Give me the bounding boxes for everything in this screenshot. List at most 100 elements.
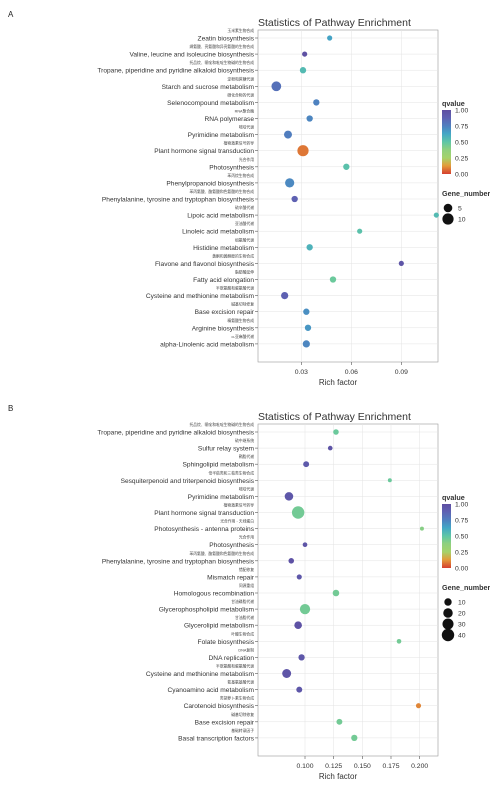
plot-area: [257, 423, 439, 757]
size-legend-title: Gene_number: [442, 583, 490, 592]
pathway-label-cn: 同源重组: [239, 583, 254, 588]
pathway-label: Phenylalanine, tyrosine and tryptophan b…: [102, 558, 255, 565]
pathway-label: Basal transcription factors: [178, 735, 255, 742]
x-tick-label: 0.200: [411, 763, 428, 770]
data-point: [327, 445, 333, 451]
size-legend-dot: [443, 608, 453, 618]
pathway-label: Cyanoamino acid metabolism: [168, 687, 255, 694]
data-point: [387, 478, 392, 483]
pathway-label: Selenocompound metabolism: [167, 100, 254, 107]
chart-panel-b: B Statistics of Pathway Enrichment 0.100 0.…: [8, 404, 490, 781]
pathway-label-cn: α-亚麻酸代谢: [232, 334, 255, 339]
data-point: [302, 542, 308, 548]
x-axis-label: Rich factor: [319, 378, 358, 387]
pathway-label: Histidine metabolism: [193, 245, 254, 252]
pathway-label-cn: 错配修复: [239, 567, 254, 572]
x-tick-label: 0.100: [296, 763, 313, 770]
pathway-label-cn: 精氨酸生物合成: [227, 318, 254, 323]
pathway-label: DNA replication: [209, 655, 255, 662]
pathway-label: Phenylalanine, tyrosine and tryptophan b…: [102, 197, 255, 204]
pathway-label-cn: 类胡萝卜素生物合成: [220, 696, 254, 701]
pathway-label-cn: 碱基切除修复: [231, 712, 254, 717]
data-point: [329, 276, 337, 283]
pathway-label-cn: 光合作用: [239, 535, 254, 540]
x-tick-label: 0.03: [295, 369, 308, 376]
data-point: [288, 558, 295, 564]
data-point: [291, 506, 305, 519]
pathway-label: Tropane, piperidine and pyridine alkaloi…: [97, 430, 254, 437]
pathway-label-cn: 半胱氨酸和蛋氨酸代谢: [216, 286, 254, 291]
chart-title: Statistics of Pathway Enrichment: [258, 17, 411, 29]
x-tick-label: 0.150: [354, 763, 371, 770]
data-point: [296, 686, 303, 693]
pathway-label-cn: 硫中继系统: [235, 438, 254, 443]
data-point: [271, 81, 282, 92]
pathway-label-cn: 植物激素信号转导: [224, 503, 255, 508]
size-legend-dot: [441, 628, 455, 642]
pathway-label: Sulfur relay system: [198, 446, 255, 453]
pathway-label-cn: 亚油酸代谢: [235, 221, 254, 226]
data-point: [282, 669, 292, 678]
color-legend-label: 0.50: [455, 140, 468, 147]
data-point: [285, 178, 295, 188]
panel-label: A: [8, 10, 14, 19]
size-legend-dot: [442, 618, 454, 630]
data-point: [291, 195, 298, 203]
pathway-label: Cysteine and methionine metabolism: [146, 293, 255, 300]
data-point: [284, 130, 292, 139]
pathway-label-cn: 托品烷、哌啶和吡啶生物碱的生物合成: [189, 422, 254, 427]
data-point: [294, 621, 302, 630]
pathway-label: Phenylpropanoid biosynthesis: [166, 180, 254, 187]
plot-area: [257, 29, 439, 363]
color-legend-label: 0.75: [455, 518, 468, 525]
panel-label: B: [8, 404, 13, 413]
data-point: [303, 461, 310, 468]
pathway-label: Valine, leucine and isoleucine biosynthe…: [129, 52, 254, 59]
data-point: [284, 492, 294, 501]
pathway-label: Photosynthesis - antenna proteins: [154, 526, 254, 533]
x-tick-label: 0.125: [325, 763, 342, 770]
data-point: [298, 654, 305, 661]
data-point: [343, 163, 350, 170]
color-legend-label: 0.25: [455, 156, 468, 163]
color-legend-label: 1.00: [455, 108, 468, 115]
pathway-label-cn: 苯丙烷生物合成: [227, 173, 254, 178]
data-point: [419, 526, 424, 531]
pathway-label: Arginine biosynthesis: [192, 325, 255, 332]
size-legend-dot: [444, 598, 452, 606]
pathway-label: Carotenoid biosynthesis: [184, 703, 255, 710]
pathway-label: Folate biosynthesis: [198, 639, 255, 646]
pathway-label: Sphingolipid metabolism: [183, 462, 255, 469]
pathway-label-cn: 嘧啶代谢: [239, 125, 254, 130]
size-legend-label: 10: [458, 217, 466, 224]
color-legend-label: 0.50: [455, 534, 468, 541]
pathway-label-cn: 黄酮和黄酮醇的生物合成: [212, 253, 254, 258]
pathway-label: Glycerophospholipid metabolism: [159, 607, 255, 614]
pathway-label: Plant hormone signal transduction: [154, 148, 254, 155]
data-point: [332, 589, 340, 597]
data-point: [304, 324, 312, 331]
x-tick-label: 0.175: [382, 763, 399, 770]
size-legend-label: 20: [458, 611, 466, 618]
size-legend-label: 30: [458, 622, 466, 629]
data-point: [327, 35, 333, 41]
x-tick-label: 0.06: [345, 369, 358, 376]
pathway-label: alpha-Linolenic acid metabolism: [160, 341, 254, 348]
pathway-label-cn: DNA复制: [238, 647, 254, 652]
pathway-label: Fatty acid elongation: [193, 277, 254, 284]
pathway-label-cn: 甘油磷脂代谢: [231, 599, 254, 604]
pathway-label: Pyrimidine metabolism: [188, 494, 255, 501]
data-point: [415, 703, 422, 709]
pathway-label-cn: 嘧啶代谢: [239, 486, 254, 491]
chart-panel-a: A Statistics of Pathway Enrichment 0.03 0.0…: [8, 10, 490, 387]
pathway-label: Flavone and flavonol biosynthesis: [155, 261, 255, 268]
pathway-label: Starch and sucrose metabolism: [162, 84, 255, 91]
pathway-label-cn: 叶酸生物合成: [231, 631, 254, 636]
pathway-label: RNA polymerase: [205, 116, 255, 123]
data-point: [296, 574, 302, 580]
data-point: [306, 244, 313, 251]
size-legend-label: 5: [458, 206, 462, 213]
pathway-label-cn: 光合作用 - 天线蛋白: [220, 519, 254, 524]
color-legend-label: 0.00: [455, 172, 468, 179]
